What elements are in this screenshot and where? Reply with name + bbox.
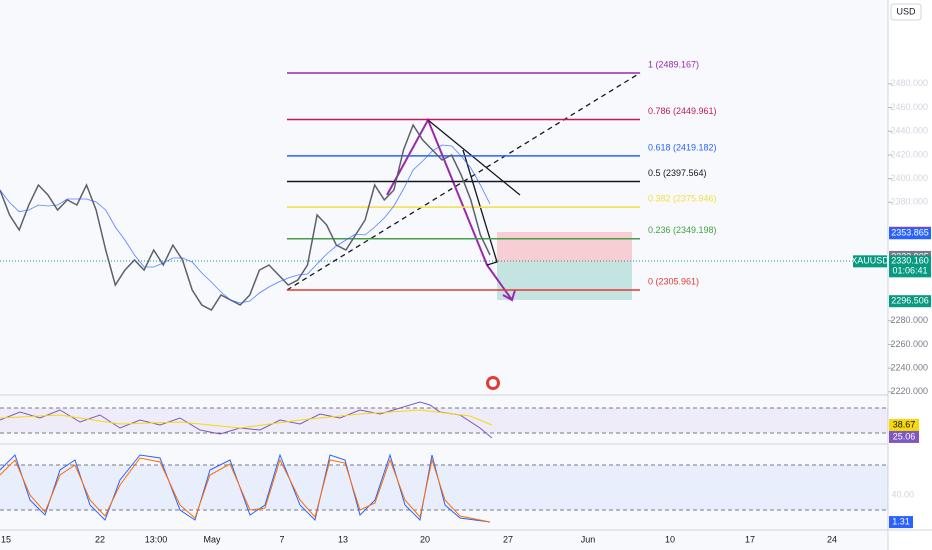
time-label: May [203, 534, 221, 544]
fib-label: 0.236 (2349.198) [648, 225, 717, 235]
stoch-level-label: 40.00 [891, 489, 914, 499]
arrow-head [502, 289, 516, 302]
y-tick-label: 2260.000 [890, 339, 928, 349]
price-tag-label: 2353.865 [891, 228, 929, 238]
time-label: 24 [827, 534, 837, 544]
stoch-d-line [0, 457, 491, 523]
chart-background [0, 0, 888, 550]
rsi-ma-line [0, 409, 493, 429]
price-tag-label: 2296.506 [891, 296, 929, 306]
symbol-tag [853, 255, 887, 268]
stop-zone [497, 232, 632, 262]
trend-line [427, 119, 521, 196]
rsi-tag-label: 38.67 [893, 419, 916, 429]
time-label: 10 [665, 534, 675, 544]
y-tick-label: 2280.000 [890, 315, 928, 325]
stoch-k-line [0, 453, 491, 523]
rsi-line [0, 401, 493, 439]
target-zone [497, 262, 632, 300]
symbol-label: XAUUSD [851, 256, 889, 266]
currency-button[interactable] [890, 3, 922, 21]
fib-label: 0.382 (2375.946) [648, 193, 717, 203]
countdown-label: 01:06:41 [892, 266, 927, 276]
time-label: 7 [279, 534, 284, 544]
time-label: 13:00 [145, 534, 168, 544]
last-price-tag [889, 255, 931, 278]
price-tag [889, 227, 931, 240]
time-label: 27 [503, 534, 513, 544]
stoch-tag [889, 516, 913, 529]
y-tick-label: 2420.000 [890, 149, 928, 159]
fib-label: 0.5 (2397.564) [648, 168, 707, 178]
time-label: 17 [745, 534, 755, 544]
pattern-line [386, 117, 513, 301]
trend-line [462, 149, 498, 266]
y-tick-label: 2460.000 [890, 102, 928, 112]
stoch-tag-label: 1.31 [892, 516, 910, 526]
y-tick-label: 2220.000 [890, 386, 928, 396]
last-price-label: 2330.160 [891, 256, 929, 266]
rsi-tag-label: 25.06 [893, 431, 916, 441]
rsi-tag [889, 418, 919, 431]
fib-label: 0.618 (2419.182) [648, 142, 717, 152]
time-label: 13 [338, 534, 348, 544]
currency-label[interactable]: USD [896, 6, 916, 16]
time-label: 22 [95, 534, 105, 544]
event-icon-inner [489, 379, 497, 387]
y-tick-label: 2240.000 [890, 363, 928, 373]
moving-average [0, 144, 491, 304]
stoch-band [0, 465, 888, 510]
price-line [0, 123, 491, 311]
y-tick-label: 2480.000 [890, 78, 928, 88]
time-label: 20 [420, 534, 430, 544]
fib-label: 0.786 (2449.961) [648, 106, 717, 116]
y-tick-label: 2400.000 [890, 173, 928, 183]
time-label: 15 [1, 534, 11, 544]
price-tag [889, 295, 931, 308]
fib-label: 0 (2305.961) [648, 276, 699, 286]
y-tick-label: 2380.000 [890, 197, 928, 207]
fib-label: 1 (2489.167) [648, 59, 699, 69]
y-tick-label: 2440.000 [890, 126, 928, 136]
rsi-band [0, 408, 888, 433]
time-label: Jun [581, 534, 596, 544]
rsi-tag [889, 430, 919, 443]
